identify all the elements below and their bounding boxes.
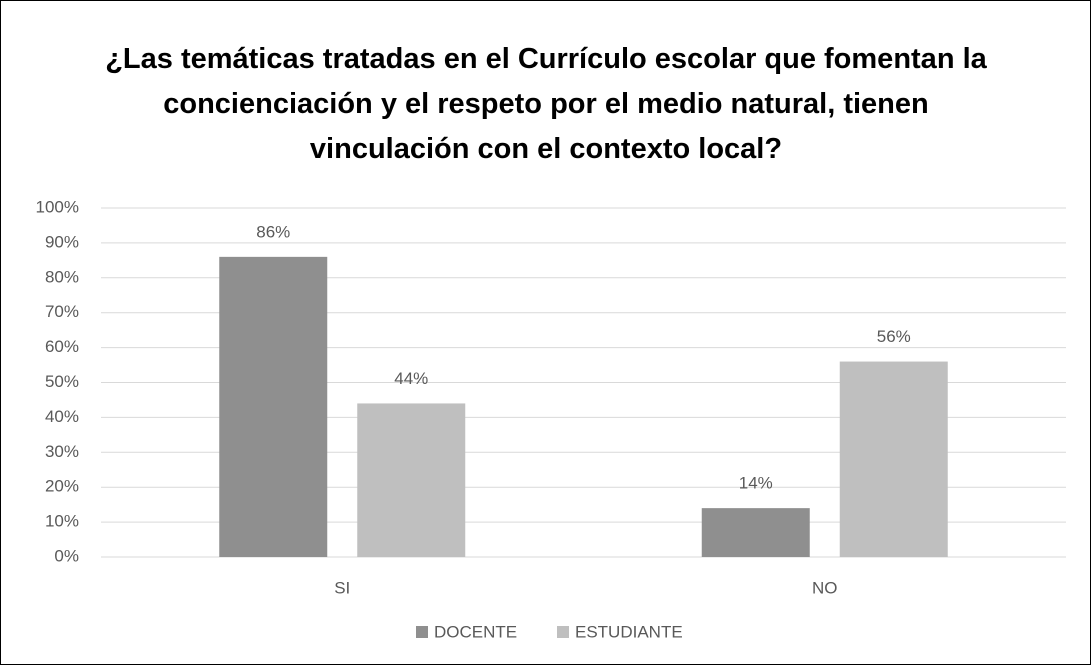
data-label: 44% (394, 369, 428, 388)
legend-swatch (557, 626, 569, 638)
legend-swatch (416, 626, 428, 638)
bar (839, 361, 948, 557)
x-tick-label: NO (812, 578, 838, 597)
y-tick-label: 10% (45, 512, 79, 531)
legend-label: ESTUDIANTE (575, 622, 683, 641)
y-tick-label: 90% (45, 232, 79, 251)
bar (219, 256, 328, 557)
data-label: 14% (739, 474, 773, 493)
y-tick-label: 80% (45, 267, 79, 286)
data-label: 56% (877, 327, 911, 346)
x-tick-label: SI (334, 578, 350, 597)
y-tick-label: 20% (45, 477, 79, 496)
y-tick-label: 50% (45, 372, 79, 391)
data-label: 86% (256, 222, 290, 241)
y-tick-label: 60% (45, 337, 79, 356)
y-tick-label: 0% (54, 546, 79, 565)
bar (357, 403, 466, 557)
y-tick-label: 30% (45, 442, 79, 461)
y-tick-label: 40% (45, 407, 79, 426)
legend-label: DOCENTE (434, 622, 517, 641)
y-tick-label: 100% (36, 197, 79, 216)
y-tick-label: 70% (45, 302, 79, 321)
chart-title: ¿Las temáticas tratadas en el Currículo … (105, 43, 987, 165)
bar (701, 508, 810, 557)
